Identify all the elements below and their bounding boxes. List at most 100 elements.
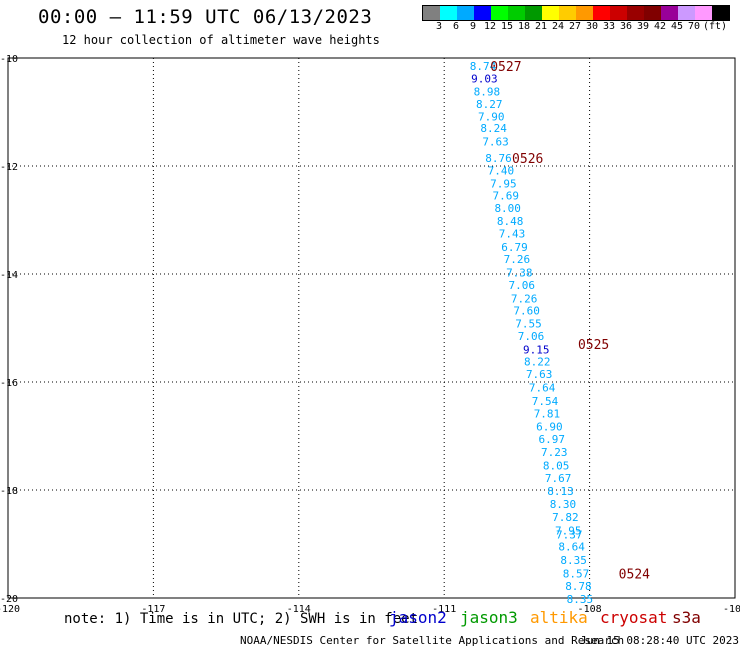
colorbar-label: 36: [619, 21, 633, 32]
page-title: 00:00 – 11:59 UTC 06/13/2023: [38, 6, 373, 28]
satellite-legend-s3a: s3a: [672, 608, 701, 627]
wave-height-label: 8.64: [558, 541, 585, 554]
wave-height-label: 7.43: [499, 228, 526, 241]
wave-height-label: 8.35: [567, 593, 594, 606]
colorbar-swatch: [712, 6, 729, 20]
lon-tick-label: -114: [287, 604, 311, 615]
wave-height-label: 9.15: [523, 344, 550, 357]
wave-height-label: 7.54: [532, 395, 559, 408]
colorbar-swatch: [474, 6, 491, 20]
pass-time-label: 0526: [512, 152, 543, 167]
lat-tick-label: -10: [0, 54, 18, 65]
wave-height-label: 7.82: [552, 511, 579, 524]
wave-height-label: 8.78: [565, 580, 592, 593]
colorbar-label: (ft): [702, 21, 728, 32]
wave-height-label: 7.90: [478, 110, 505, 123]
colorbar-swatch: [576, 6, 593, 20]
wave-height-label: 7.26: [511, 292, 538, 305]
lon-tick-label: -111: [432, 604, 456, 615]
wave-height-label: 7.67: [545, 472, 572, 485]
wave-height-label: 8.27: [476, 98, 503, 111]
colorbar-label: 21: [534, 21, 548, 32]
wave-height-label: 7.38: [506, 266, 533, 279]
wave-height-label: 8.22: [524, 355, 551, 368]
wave-height-label: 7.55: [515, 318, 542, 331]
lat-tick-label: -18: [0, 486, 18, 497]
wave-height-label: 7.69: [493, 190, 520, 203]
wave-height-label: 7.60: [513, 305, 540, 318]
wave-height-label: 8.13: [547, 485, 574, 498]
colorbar-label: 6: [452, 21, 460, 32]
satellite-legend-cryosat: cryosat: [600, 608, 668, 627]
colorbar: [422, 5, 730, 21]
lon-tick-label: -105: [723, 604, 740, 615]
colorbar-swatch: [423, 6, 440, 20]
wave-height-label: 6.97: [539, 433, 566, 446]
colorbar-swatch: [644, 6, 661, 20]
page-subtitle: 12 hour collection of altimeter wave hei…: [62, 33, 380, 47]
lat-tick-label: -20: [0, 594, 18, 605]
colorbar-swatch: [610, 6, 627, 20]
lon-tick-label: -117: [141, 604, 165, 615]
wave-height-label: 7.06: [518, 330, 545, 343]
lon-tick-label: -108: [578, 604, 602, 615]
wave-height-label: 7.40: [488, 164, 515, 177]
colorbar-label: 15: [500, 21, 514, 32]
colorbar-swatch: [440, 6, 457, 20]
wave-height-label: 7.26: [504, 253, 531, 266]
colorbar-swatch: [593, 6, 610, 20]
colorbar-swatch: [542, 6, 559, 20]
colorbar-label: 42: [653, 21, 667, 32]
colorbar-swatch: [491, 6, 508, 20]
footer-credit: NOAA/NESDIS Center for Satellite Applica…: [240, 634, 625, 647]
wave-height-label: 8.98: [474, 85, 501, 98]
wave-height-label: 6.90: [536, 420, 563, 433]
wave-height-label: 7.23: [541, 446, 568, 459]
wave-height-label: 8.05: [543, 460, 570, 473]
wave-height-label: 7.06: [508, 279, 535, 292]
wave-height-label: 7.95: [555, 525, 582, 538]
colorbar-label: 9: [469, 21, 477, 32]
wave-height-label: 6.79: [501, 241, 528, 254]
colorbar-swatch: [508, 6, 525, 20]
footer-timestamp: Jun 15 08:28:40 UTC 2023: [580, 634, 739, 647]
pass-time-label: 0525: [578, 338, 609, 353]
lat-tick-label: -14: [0, 270, 18, 281]
colorbar-label: 33: [602, 21, 616, 32]
wave-height-label: 7.37: [556, 528, 583, 541]
colorbar-swatch: [457, 6, 474, 20]
wave-height-label: 7.63: [482, 136, 509, 149]
units-note: note: 1) Time is in UTC; 2) SWH is in fe…: [64, 611, 419, 627]
colorbar-label: 18: [517, 21, 531, 32]
satellite-legend-jason2: jason2: [389, 608, 447, 627]
pass-time-label: 0527: [490, 60, 521, 75]
satellite-legend-jason3: jason3: [460, 608, 518, 627]
wave-height-label: 8.76: [485, 152, 512, 165]
colorbar-label: 27: [568, 21, 582, 32]
colorbar-swatch: [678, 6, 695, 20]
colorbar-label: 70: [687, 21, 701, 32]
colorbar-label: 24: [551, 21, 565, 32]
wave-height-label: 7.95: [490, 177, 517, 190]
colorbar-swatch: [525, 6, 542, 20]
lat-tick-label: -12: [0, 162, 18, 173]
lon-tick-label: -120: [0, 604, 20, 615]
lat-tick-label: -16: [0, 378, 18, 389]
wave-height-label: 9.03: [471, 73, 498, 86]
colorbar-swatch: [695, 6, 712, 20]
wave-height-label: 7.64: [529, 381, 556, 394]
colorbar-label: 3: [435, 21, 443, 32]
wave-height-label: 8.24: [480, 122, 507, 135]
colorbar-swatch: [661, 6, 678, 20]
wave-height-label: 8.74: [470, 60, 497, 73]
wave-height-label: 8.00: [494, 202, 521, 215]
colorbar-label: 30: [585, 21, 599, 32]
map-frame: [7, 57, 736, 599]
colorbar-label: 45: [670, 21, 684, 32]
colorbar-label: 39: [636, 21, 650, 32]
wave-height-label: 8.48: [497, 215, 524, 228]
wave-height-label: 8.30: [550, 498, 577, 511]
colorbar-label: 12: [483, 21, 497, 32]
colorbar-swatch: [627, 6, 644, 20]
